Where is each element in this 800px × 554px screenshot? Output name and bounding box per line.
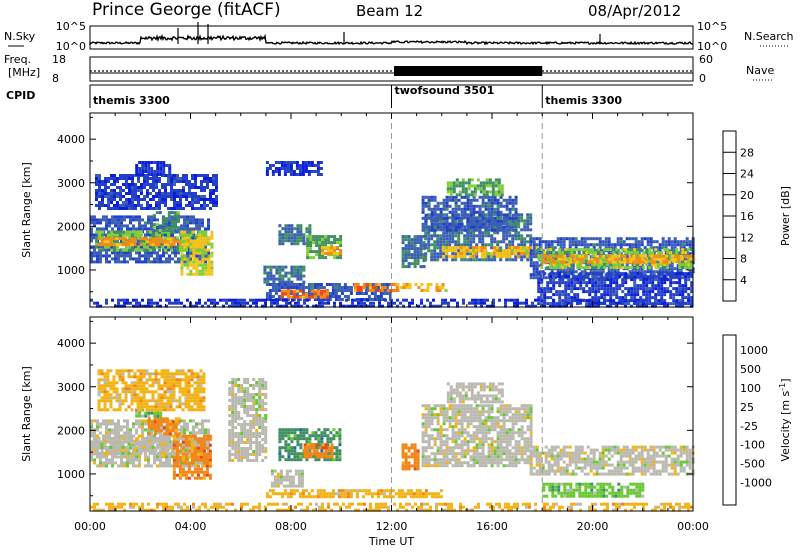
- velocity-y-tick-label: 4000: [57, 337, 85, 350]
- power-scatter-region: [263, 265, 306, 284]
- cpid-segment-label: themis 3300: [93, 94, 170, 107]
- velocity-scatter-region: [97, 369, 206, 412]
- power-colorbar-tick-label: 16: [740, 210, 754, 223]
- power-y-tick-label: 3000: [57, 177, 85, 190]
- power-scatter-region: [421, 195, 518, 232]
- velocity-scatter-region: [303, 443, 334, 459]
- freq-label-line1: Freq.: [4, 53, 31, 66]
- nave-tick-bottom-right: 0: [699, 72, 706, 85]
- cpid-segment-label: twofsound 3501: [395, 84, 495, 97]
- power-y-tick-label: 1000: [57, 264, 85, 277]
- power-heatmap: [90, 113, 696, 308]
- power-scatter-region: [353, 283, 399, 292]
- power-scatter-region: [152, 211, 180, 233]
- power-colorbar: [722, 130, 737, 302]
- power-colorbar-tick-label: 20: [740, 189, 754, 202]
- power-colorbar-tick-label: 28: [740, 146, 754, 159]
- velocity-scatter-region: [228, 378, 268, 462]
- nave-tick-top-right: 60: [699, 53, 713, 66]
- power-scatter-region: [281, 289, 329, 299]
- nsky-trace: [89, 33, 694, 46]
- velocity-scatter-region: [421, 404, 533, 468]
- velocity-scatter-region: [446, 382, 504, 404]
- velocity-heatmap: [90, 317, 695, 512]
- power-colorbar-tick-label: 8: [740, 253, 747, 266]
- cpid-label: CPID: [6, 89, 35, 102]
- velocity-scatter-region: [270, 469, 304, 488]
- velocity-colorbar-tick-label: 500: [740, 363, 761, 376]
- nsearch-label: N.Search: [744, 30, 794, 43]
- freq-tick-bottom-left: 8: [52, 72, 59, 85]
- velocity-colorbar-tick-label: 25: [740, 401, 754, 414]
- cpid-segment-label: themis 3300: [545, 94, 622, 107]
- velocity-y-axis-label: Slant Range [km]: [20, 366, 33, 462]
- x-axis-label: Time UT: [368, 535, 414, 548]
- velocity-scatter-region: [172, 434, 212, 480]
- velocity-colorbar-tick-label: -1000: [740, 476, 772, 489]
- velocity-scatter-region: [90, 502, 693, 512]
- power-scatter-region: [180, 230, 214, 276]
- nsky-tick-bottom-right: 10^0: [697, 40, 727, 53]
- x-tick-label: 04:00: [175, 520, 207, 533]
- beam-title: Beam 12: [356, 2, 424, 20]
- x-tick-label: 08:00: [275, 520, 307, 533]
- x-tick-label: 00:00: [74, 520, 106, 533]
- power-colorbar-tick-label: 4: [740, 274, 747, 287]
- velocity-scatter-region: [542, 482, 645, 498]
- velocity-y-tick-label: 2000: [57, 424, 85, 437]
- nave-label: Nave: [746, 64, 774, 77]
- power-scatter-region: [265, 161, 323, 176]
- velocity-scatter-region: [401, 443, 420, 471]
- power-scatter-region: [135, 161, 172, 176]
- freq-label-line2: [MHz]: [8, 66, 40, 79]
- velocity-scatter-region: [147, 417, 181, 436]
- velocity-colorbar-label: Velocity [m s-1]: [778, 378, 792, 461]
- x-tick-label: 12:00: [376, 520, 408, 533]
- velocity-y-tick-label: 3000: [57, 381, 85, 394]
- x-tick-label: 00:00: [677, 520, 709, 533]
- nsky-tick-top-left: 10^5: [56, 20, 86, 33]
- power-scatter-region: [321, 246, 343, 255]
- nsky-tick-bottom-left: 10^0: [56, 40, 86, 53]
- power-scatter-region: [396, 283, 448, 292]
- power-scatter-region: [401, 235, 426, 269]
- velocity-colorbar-tick-label: -100: [740, 439, 765, 452]
- velocity-scatter-region: [265, 489, 443, 499]
- velocity-colorbar-frame: [722, 334, 737, 506]
- freq-tick-top-left: 18: [52, 53, 66, 66]
- power-colorbar-label: Power [dB]: [779, 186, 792, 246]
- power-y-tick-label: 2000: [57, 220, 85, 233]
- x-tick-label: 20:00: [577, 520, 609, 533]
- velocity-scatter-region: [97, 436, 206, 455]
- station-title: Prince George (fitACF): [92, 0, 281, 20]
- date-title: 08/Apr/2012: [588, 2, 682, 20]
- power-scatter-region: [537, 272, 694, 306]
- velocity-colorbar-tick-label: 1000: [740, 344, 768, 357]
- velocity-colorbar-tick-label: -25: [740, 420, 758, 433]
- power-scatter-region: [90, 298, 693, 308]
- freq-twofsound-band: [394, 66, 543, 76]
- power-y-axis-label: Slant Range [km]: [20, 162, 33, 258]
- velocity-colorbar-tick-label: -500: [740, 458, 765, 471]
- nsky-tick-top-right: 10^5: [697, 20, 727, 33]
- power-y-tick-label: 4000: [57, 133, 85, 146]
- power-colorbar-tick-label: 24: [740, 168, 754, 181]
- x-tick-label: 16:00: [476, 520, 508, 533]
- nsky-label: N.Sky: [4, 30, 36, 43]
- velocity-colorbar: [722, 334, 737, 506]
- power-scatter-region: [95, 174, 218, 210]
- freq-panel-frame: [89, 56, 694, 82]
- power-scatter-region: [542, 254, 696, 264]
- power-scatter-region: [446, 178, 504, 197]
- velocity-colorbar-tick-label: 100: [740, 382, 761, 395]
- power-colorbar-tick-label: 12: [740, 231, 754, 244]
- velocity-y-tick-label: 1000: [57, 468, 85, 481]
- nsky-panel-frame: [89, 25, 694, 50]
